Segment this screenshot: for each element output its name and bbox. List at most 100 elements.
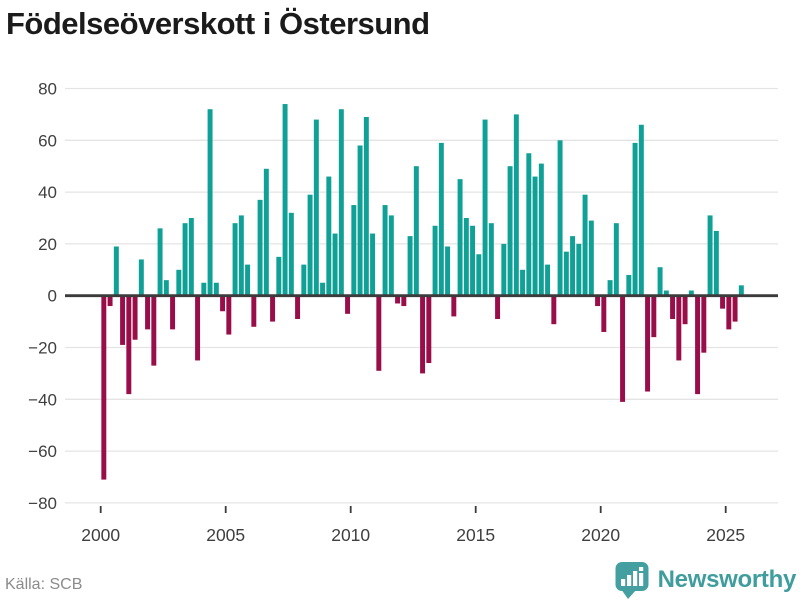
bar-2006-q4 <box>270 295 276 322</box>
bar-2003-q1 <box>176 269 182 296</box>
bar-2021-q4 <box>645 295 651 392</box>
bar-2007-q1 <box>276 256 282 296</box>
bar-2017-q4 <box>545 264 551 296</box>
bar-2005-q3 <box>238 215 244 296</box>
bar-2006-q2 <box>257 199 263 296</box>
bar-2008-q4 <box>320 282 326 296</box>
bar-2022-q2 <box>657 267 663 296</box>
bar-2004-q2 <box>207 109 213 296</box>
bar-2025-q2 <box>732 295 738 322</box>
x-axis-label-2015: 2015 <box>456 525 495 545</box>
bar-2023-q2 <box>682 295 688 325</box>
bar-2024-q2 <box>707 215 713 296</box>
bar-2022-q1 <box>651 295 657 338</box>
bar-2015-q3 <box>488 223 494 296</box>
bar-2010-q3 <box>363 116 369 296</box>
y-axis-label--20: −20 <box>28 339 57 358</box>
bar-2009-q1 <box>326 176 332 296</box>
bar-2011-q1 <box>376 295 382 371</box>
brand-name: Newsworthy <box>657 566 797 593</box>
bar-2021-q2 <box>632 142 638 296</box>
y-axis-label-40: 40 <box>38 183 57 202</box>
bar-2024-q3 <box>713 230 719 296</box>
brand-lockup: Newsworthy <box>615 561 796 599</box>
bar-2010-q4 <box>370 233 376 296</box>
bar-2019-q1 <box>576 243 582 296</box>
bar-2011-q4 <box>395 295 401 304</box>
bar-2015-q4 <box>495 295 501 320</box>
bar-2016-q4 <box>520 269 526 296</box>
bar-2013-q3 <box>438 142 444 296</box>
bar-2020-q2 <box>607 280 613 296</box>
bar-2013-q4 <box>445 246 451 296</box>
bar-2013-q1 <box>426 295 432 364</box>
bar-2006-q1 <box>251 295 257 327</box>
bar-2025-q3 <box>738 285 744 296</box>
y-axis-label-60: 60 <box>38 131 57 150</box>
y-axis-label--60: −60 <box>28 442 57 461</box>
x-axis-label-2020: 2020 <box>581 525 620 545</box>
bar-2018-q2 <box>557 140 563 296</box>
bar-2008-q3 <box>313 119 319 296</box>
bar-2012-q2 <box>407 236 413 296</box>
bar-2001-q3 <box>138 259 144 296</box>
bar-2007-q3 <box>288 212 294 296</box>
bar-2008-q2 <box>307 194 313 296</box>
bar-2004-q4 <box>220 295 226 312</box>
bar-2020-q3 <box>613 223 619 296</box>
bar-2022-q3 <box>663 290 669 296</box>
bar-2003-q4 <box>195 295 201 361</box>
bar-2020-q4 <box>620 295 626 402</box>
bar-2024-q1 <box>701 295 707 353</box>
bar-2017-q3 <box>538 163 544 296</box>
bar-2012-q1 <box>401 295 407 307</box>
bar-2001-q1 <box>126 295 132 395</box>
bar-2021-q1 <box>626 274 632 296</box>
bar-2013-q2 <box>432 225 438 296</box>
bar-2023-q1 <box>676 295 682 361</box>
bar-2011-q3 <box>388 215 394 296</box>
bar-2017-q2 <box>532 176 538 296</box>
bar-2023-q3 <box>688 290 694 296</box>
bar-2012-q4 <box>420 295 426 374</box>
bar-2017-q1 <box>526 153 532 296</box>
bar-2002-q1 <box>151 295 157 366</box>
bar-2004-q1 <box>201 282 207 296</box>
bar-2000-q4 <box>120 295 126 345</box>
bar-2016-q2 <box>507 166 513 296</box>
newsworthy-marker-barchart-icon <box>615 562 649 599</box>
x-axis-label-2010: 2010 <box>331 525 370 545</box>
bar-2009-q3 <box>338 109 344 296</box>
bar-2006-q3 <box>263 168 269 296</box>
x-axis-label-2000: 2000 <box>81 525 120 545</box>
bar-2020-q1 <box>601 295 607 332</box>
bar-2022-q4 <box>670 295 676 320</box>
bar-2008-q1 <box>301 264 307 296</box>
bar-2005-q1 <box>226 295 232 335</box>
y-axis-label-80: 80 <box>38 80 57 99</box>
bar-2001-q2 <box>132 295 138 340</box>
bar-2014-q1 <box>451 295 457 317</box>
bar-2000-q3 <box>113 246 119 296</box>
bar-2002-q2 <box>157 228 163 296</box>
bar-2016-q3 <box>513 114 519 296</box>
bar-2023-q4 <box>695 295 701 395</box>
bar-2007-q4 <box>295 295 301 320</box>
bar-2009-q2 <box>332 233 338 296</box>
y-axis-label-0: 0 <box>48 287 57 306</box>
bar-2019-q3 <box>588 220 594 296</box>
x-axis-label-2005: 2005 <box>206 525 245 545</box>
bar-2021-q3 <box>638 124 644 296</box>
bar-2019-q2 <box>582 194 588 296</box>
bar-2014-q3 <box>463 218 469 296</box>
bar-2002-q4 <box>170 295 176 330</box>
x-axis-label-2025: 2025 <box>706 525 745 545</box>
bar-2000-q2 <box>107 295 113 307</box>
y-axis-label--80: −80 <box>28 494 57 513</box>
bar-2024-q4 <box>720 295 726 309</box>
bar-2005-q2 <box>232 223 238 296</box>
bar-2010-q2 <box>357 145 363 296</box>
bar-2016-q1 <box>501 243 507 296</box>
